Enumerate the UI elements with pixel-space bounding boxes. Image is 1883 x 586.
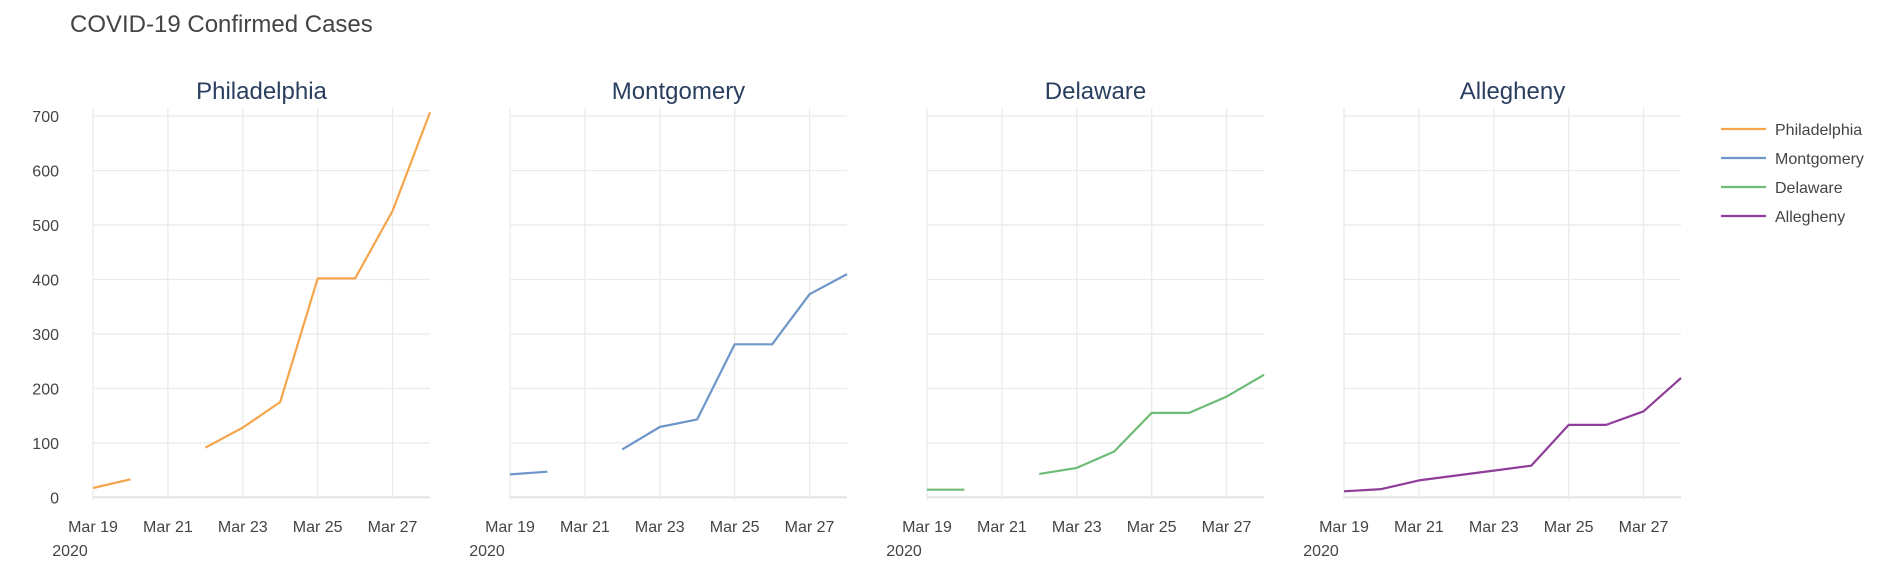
x-tick-label: Mar 19 [485, 519, 535, 536]
x-tick-year-label: 2020 [52, 543, 88, 560]
legend-item-philadelphia[interactable]: Philadelphia [1721, 122, 1862, 139]
series-line-delaware [927, 373, 1265, 491]
y-tick-label: 400 [32, 273, 59, 290]
x-tick-label: Mar 21 [143, 519, 193, 536]
subplot-montgomery: Montgomery Mar 19 2020 Mar 21 Mar 23 Mar 25 Ma… [469, 78, 848, 560]
legend-label: Delaware [1775, 180, 1843, 197]
figure-title: COVID-19 Confirmed Cases [70, 11, 373, 38]
legend-item-allegheny[interactable]: Allegheny [1721, 209, 1845, 226]
subplot-allegheny: Allegheny Mar 19 2020 Mar 21 Mar 23 Mar 25 Mar… [1303, 78, 1682, 560]
x-tick-label: Mar 25 [1544, 519, 1594, 536]
legend-item-montgomery[interactable]: Montgomery [1721, 151, 1864, 168]
x-tick-label: Mar 21 [1394, 519, 1444, 536]
x-tick-label: Mar 19 [1319, 519, 1369, 536]
subplot-title: Philadelphia [196, 78, 327, 105]
legend-label: Montgomery [1775, 151, 1864, 168]
subplot-delaware: Delaware Mar 19 2020 Mar 21 Mar 23 Mar 25 Mar … [886, 78, 1265, 560]
x-tick-label: Mar 23 [1469, 519, 1519, 536]
x-tick-label: Mar 27 [785, 519, 835, 536]
series-line-philadelphia [92, 112, 432, 490]
x-tick-year-label: 2020 [886, 543, 922, 560]
x-tick-label: Mar 23 [1052, 519, 1102, 536]
subplot-title: Delaware [1045, 78, 1146, 105]
subplots: Philadelphia 0 100 200 300 400 500 600 700 Mar 19… [32, 78, 1682, 560]
y-tick-label: 0 [50, 490, 59, 507]
legend-label: Philadelphia [1775, 122, 1862, 139]
x-tick-label: Mar 23 [218, 519, 268, 536]
y-tick-label: 200 [32, 381, 59, 398]
x-tick-label: Mar 25 [293, 519, 343, 536]
x-tick-label: Mar 21 [560, 519, 610, 536]
x-tick-label: Mar 19 [902, 519, 952, 536]
x-tick-year-label: 2020 [469, 543, 505, 560]
series-line-allegheny [1343, 377, 1682, 493]
legend-label: Allegheny [1775, 209, 1845, 226]
legend-item-delaware[interactable]: Delaware [1721, 180, 1843, 197]
y-tick-label: 300 [32, 327, 59, 344]
y-tick-label: 600 [32, 164, 59, 181]
y-tick-label: 100 [32, 436, 59, 453]
subplot-title: Montgomery [612, 78, 745, 105]
x-tick-label: Mar 25 [710, 519, 760, 536]
x-tick-label: Mar 23 [635, 519, 685, 536]
y-tick-label: 700 [32, 109, 59, 126]
legend: Philadelphia Montgomery Delaware Allegheny [1721, 122, 1864, 226]
x-tick-label: Mar 27 [1202, 519, 1252, 536]
x-tick-label: Mar 19 [68, 519, 118, 536]
subplot-philadelphia: Philadelphia 0 100 200 300 400 500 600 700 Mar 19… [32, 78, 432, 560]
y-tick-label: 500 [32, 218, 59, 235]
x-tick-label: Mar 27 [1619, 519, 1669, 536]
x-tick-label: Mar 25 [1127, 519, 1177, 536]
x-tick-label: Mar 21 [977, 519, 1027, 536]
x-tick-year-label: 2020 [1303, 543, 1339, 560]
x-tick-label: Mar 27 [368, 519, 418, 536]
subplot-title: Allegheny [1460, 78, 1565, 105]
series-line-montgomery [509, 273, 848, 476]
